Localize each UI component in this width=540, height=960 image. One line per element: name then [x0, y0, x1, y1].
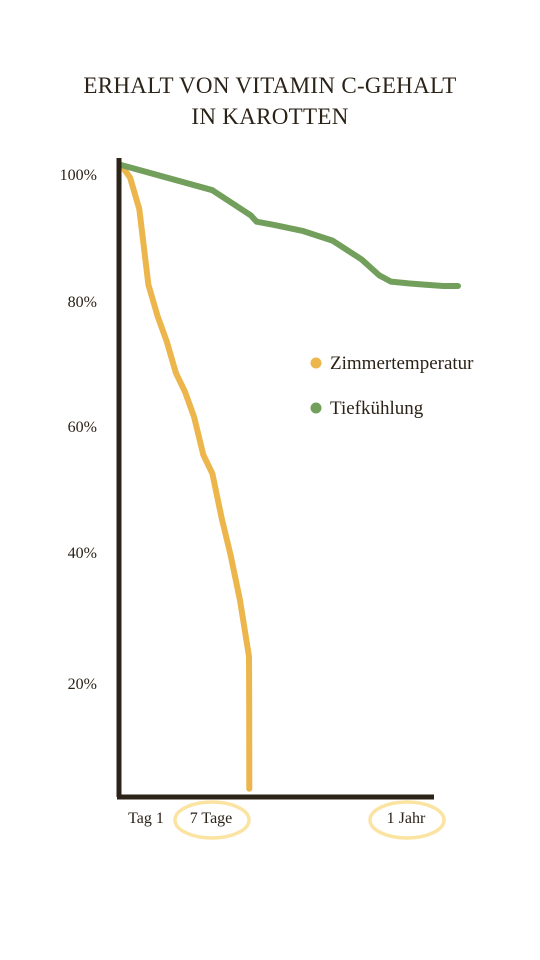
legend-marker [310, 402, 322, 414]
x-tick-label: Tag 1 [128, 810, 164, 827]
series-line-1 [118, 162, 253, 792]
legend-marker [310, 357, 322, 369]
series-line-2 [118, 162, 461, 289]
x-tick-highlight-oval [368, 800, 446, 840]
y-tick-label: 60% [68, 419, 97, 436]
y-tick-label: 40% [68, 545, 97, 562]
legend-label: Tiefkühlung [330, 398, 424, 419]
chart-title: ERHALT VON VITAMIN C-GEHALT IN KAROTTEN [0, 70, 540, 132]
chart-title-line-2: IN KAROTTEN [191, 104, 349, 129]
legend-label: Zimmertemperatur [330, 353, 474, 374]
y-tick-label: 20% [68, 676, 97, 693]
chart-title-line-1: ERHALT VON VITAMIN C-GEHALT [83, 73, 457, 98]
x-tick-highlight-oval [173, 800, 251, 840]
x-tick-label: 7 Tage [190, 810, 233, 827]
y-tick-label: 80% [68, 294, 97, 311]
x-tick-label: 1 Jahr [387, 810, 426, 827]
y-tick-label: 100% [60, 167, 97, 184]
